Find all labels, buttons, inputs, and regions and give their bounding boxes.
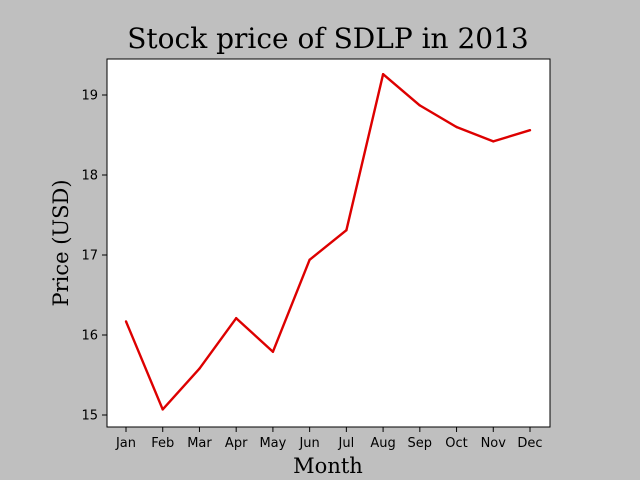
data-point [528, 129, 532, 132]
data-point [271, 350, 275, 353]
data-point [418, 104, 422, 107]
data-point [308, 258, 311, 261]
series-layer [124, 72, 532, 411]
x-tick-label: Apr [225, 436, 248, 451]
x-tick-label: Oct [445, 436, 467, 451]
plot-area [106, 58, 551, 428]
x-tick-label: Sep [408, 436, 433, 451]
x-tick-label: Feb [151, 436, 174, 451]
y-tick-label: 17 [81, 249, 98, 264]
x-tick-label: Jul [338, 436, 355, 451]
x-tick-label: May [259, 436, 286, 451]
x-tick-label: Dec [517, 436, 542, 451]
x-axis: Jan Feb Mar Apr May Jun Jul Aug Sep Oct Nov Dec [115, 427, 543, 451]
series-line [124, 72, 531, 411]
data-point [124, 320, 128, 323]
y-tick-label: 18 [81, 169, 98, 184]
data-point [381, 73, 385, 76]
y-axis: 15 16 17 18 19 [81, 89, 107, 424]
x-tick-label: Aug [370, 436, 395, 451]
x-tick-label: Mar [187, 436, 212, 451]
data-point [234, 317, 238, 320]
data-point [455, 125, 458, 129]
y-tick-label: 15 [81, 409, 98, 424]
data-point [161, 408, 164, 411]
x-tick-label: Jun [298, 436, 319, 451]
chart-title: Stock price of SDLP in 2013 [127, 22, 529, 55]
data-point [345, 229, 348, 232]
x-tick-label: Jan [115, 436, 136, 451]
x-tick-label: Nov [481, 436, 507, 451]
y-axis-label: Price (USD) [49, 179, 73, 306]
data-point [492, 140, 495, 143]
x-axis-label: Month [293, 454, 363, 478]
y-tick-label: 16 [81, 329, 98, 344]
data-point [198, 367, 201, 370]
y-tick-label: 19 [81, 89, 98, 104]
